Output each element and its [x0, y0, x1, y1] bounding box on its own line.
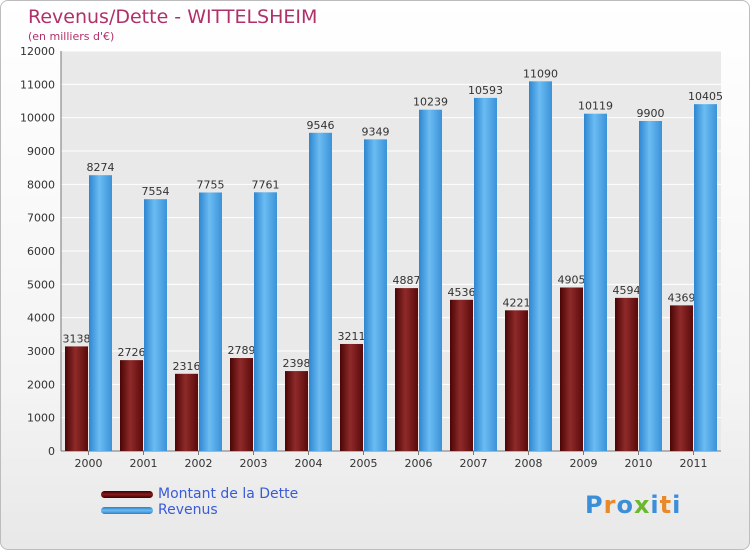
legend-swatch-debt: [101, 490, 153, 498]
data-label-debt: 4369: [668, 291, 696, 304]
x-tick-label: 2004: [295, 457, 323, 470]
logo-letter: P: [585, 491, 604, 519]
data-label-revenue: 10239: [413, 96, 448, 109]
x-tick-label: 2002: [185, 457, 213, 470]
data-label-revenue: 8274: [87, 161, 115, 174]
bar-debt: [285, 371, 308, 451]
logo-letter: t: [659, 491, 673, 519]
legend: Montant de la Dette Revenus: [101, 486, 298, 518]
y-tick-label: 0: [48, 445, 55, 458]
legend-swatch-revenue: [101, 506, 153, 514]
y-tick-label: 4000: [27, 312, 55, 325]
bar-debt: [450, 299, 473, 451]
bar-revenue: [584, 113, 607, 451]
legend-item-debt: Montant de la Dette: [101, 486, 298, 502]
data-label-debt: 4905: [558, 274, 586, 287]
bar-debt: [340, 343, 363, 451]
bar-revenue: [419, 109, 442, 451]
bar-debt: [615, 297, 638, 451]
bar-debt: [505, 310, 528, 451]
x-tick-label: 2010: [625, 457, 653, 470]
bar-debt: [670, 305, 693, 451]
y-tick-label: 11000: [20, 78, 55, 91]
bar-debt: [230, 358, 253, 451]
legend-label-revenue: Revenus: [158, 502, 218, 518]
bar-revenue: [89, 175, 112, 451]
data-label-debt: 4594: [613, 284, 641, 297]
bar-revenue: [309, 132, 332, 452]
proxiti-logo: Proxiti: [585, 491, 681, 519]
data-label-revenue: 10593: [468, 84, 503, 97]
x-tick-label: 2007: [460, 457, 488, 470]
data-label-debt: 4221: [503, 296, 531, 309]
data-label-debt: 4887: [393, 274, 421, 287]
data-label-debt: 2726: [118, 346, 146, 359]
data-label-revenue: 7761: [252, 178, 280, 191]
logo-letter: i: [672, 491, 682, 519]
y-tick-label: 9000: [27, 145, 55, 158]
x-tick-label: 2008: [515, 457, 543, 470]
y-tick-label: 2000: [27, 378, 55, 391]
y-tick-label: 7000: [27, 212, 55, 225]
bar-revenue: [639, 121, 662, 451]
bar-debt: [560, 287, 583, 451]
chart-subtitle: (en milliers d'€): [28, 30, 115, 43]
y-tick-label: 1000: [27, 412, 55, 425]
legend-item-revenue: Revenus: [101, 502, 298, 518]
y-tick-label: 8000: [27, 178, 55, 191]
logo-letter: o: [616, 491, 634, 519]
data-label-revenue: 10119: [578, 100, 613, 113]
x-tick-label: 2009: [570, 457, 598, 470]
y-tick-label: 3000: [27, 345, 55, 358]
data-label-debt: 4536: [448, 286, 476, 299]
y-tick-label: 5000: [27, 278, 55, 291]
data-label-revenue: 10405: [688, 90, 723, 103]
bar-debt: [65, 346, 88, 451]
bar-revenue: [199, 192, 222, 451]
bar-revenue: [364, 139, 387, 451]
bar-revenue: [474, 97, 497, 452]
bar-debt: [175, 373, 198, 451]
data-label-revenue: 11090: [523, 67, 558, 80]
data-label-debt: 2789: [228, 344, 256, 357]
bar-debt: [395, 288, 418, 451]
x-tick-label: 2006: [405, 457, 433, 470]
data-label-revenue: 7755: [197, 179, 225, 192]
logo-letter: i: [650, 491, 660, 519]
logo-letter: x: [633, 491, 651, 519]
x-tick-label: 2003: [240, 457, 268, 470]
bar-revenue: [254, 192, 277, 452]
data-label-debt: 2316: [173, 360, 201, 373]
x-tick-label: 2011: [680, 457, 708, 470]
bar-revenue: [144, 199, 167, 451]
legend-label-debt: Montant de la Dette: [158, 486, 299, 502]
y-tick-label: 6000: [27, 245, 55, 258]
bar-debt: [120, 360, 143, 451]
x-tick-label: 2005: [350, 457, 378, 470]
x-tick-label: 2000: [75, 457, 103, 470]
bar-revenue: [694, 104, 717, 452]
chart-title: Revenus/Dette - WITTELSHEIM: [28, 6, 318, 28]
data-label-revenue: 9900: [637, 107, 665, 120]
data-label-revenue: 9349: [362, 125, 390, 138]
data-label-revenue: 9546: [307, 119, 335, 132]
logo-letter: r: [603, 491, 617, 519]
data-label-debt: 3211: [338, 330, 366, 343]
x-tick-label: 2001: [130, 457, 158, 470]
y-tick-label: 10000: [20, 112, 55, 125]
data-label-revenue: 7554: [142, 185, 170, 198]
data-label-debt: 2398: [283, 357, 311, 370]
y-tick-label: 12000: [20, 45, 55, 58]
data-label-debt: 3138: [63, 332, 91, 345]
bar-revenue: [529, 81, 552, 451]
